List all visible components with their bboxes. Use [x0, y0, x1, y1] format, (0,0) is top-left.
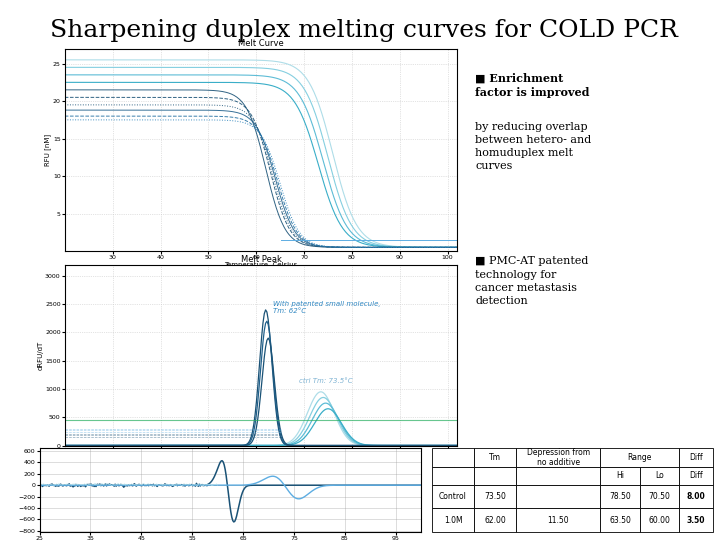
Text: 63.50: 63.50 — [609, 516, 631, 525]
Bar — [600, 467, 640, 485]
Text: Range: Range — [628, 453, 652, 462]
Text: 3.50: 3.50 — [687, 516, 705, 525]
Bar — [432, 467, 474, 485]
Bar — [679, 467, 713, 485]
Bar — [474, 467, 516, 485]
Text: 11.50: 11.50 — [547, 516, 570, 525]
Text: Depression from
no additive: Depression from no additive — [527, 448, 590, 467]
Bar — [474, 448, 516, 467]
Bar — [474, 509, 516, 532]
Text: 60.00: 60.00 — [649, 516, 670, 525]
Bar — [432, 485, 474, 509]
Bar — [679, 509, 713, 532]
Bar — [432, 448, 474, 467]
Text: 73.50: 73.50 — [485, 492, 506, 501]
Text: by reducing overlap
between hetero- and
homuduplex melt
curves: by reducing overlap between hetero- and … — [475, 122, 591, 171]
Y-axis label: dRFU/dT: dRFU/dT — [37, 340, 44, 370]
Text: ■ Enrichment
factor is improved: ■ Enrichment factor is improved — [475, 73, 590, 98]
Text: Hi: Hi — [616, 471, 624, 480]
Bar — [600, 509, 640, 532]
Bar — [679, 485, 713, 509]
Bar — [432, 509, 474, 532]
Text: 1.0M: 1.0M — [444, 516, 462, 525]
Bar — [640, 509, 679, 532]
Text: ■ PMC-AT patented
technology for
cancer metastasis
detection: ■ PMC-AT patented technology for cancer … — [475, 256, 588, 306]
Bar — [516, 448, 600, 467]
Text: With patented small molecule,
Tm: 62°C: With patented small molecule, Tm: 62°C — [273, 301, 381, 314]
Title: Melt Peak: Melt Peak — [240, 255, 282, 264]
Bar — [679, 448, 713, 467]
Text: Tm: Tm — [489, 453, 501, 462]
Text: Diff: Diff — [689, 453, 703, 462]
Bar — [600, 485, 640, 509]
Text: Diff: Diff — [689, 471, 703, 480]
Bar — [600, 448, 679, 467]
Bar — [474, 485, 516, 509]
Text: 62.00: 62.00 — [485, 516, 506, 525]
Bar — [640, 467, 679, 485]
X-axis label: Temperature, Celsius: Temperature, Celsius — [225, 262, 297, 268]
Text: Sharpening duplex melting curves for COLD PCR: Sharpening duplex melting curves for COL… — [50, 19, 678, 42]
Y-axis label: RFU [nM]: RFU [nM] — [45, 134, 51, 166]
Text: ctrl Tm: 73.5°C: ctrl Tm: 73.5°C — [300, 379, 353, 384]
Bar — [516, 509, 600, 532]
Text: 8.00: 8.00 — [687, 492, 706, 501]
Bar — [640, 485, 679, 509]
Text: 78.50: 78.50 — [609, 492, 631, 501]
Text: Lo: Lo — [655, 471, 664, 480]
Title: Melt Curve: Melt Curve — [238, 39, 284, 48]
X-axis label: Temperature, Celsius: Temperature, Celsius — [225, 456, 297, 462]
Text: 70.50: 70.50 — [649, 492, 670, 501]
Bar — [516, 467, 600, 485]
Bar — [516, 485, 600, 509]
Text: Control: Control — [439, 492, 467, 501]
